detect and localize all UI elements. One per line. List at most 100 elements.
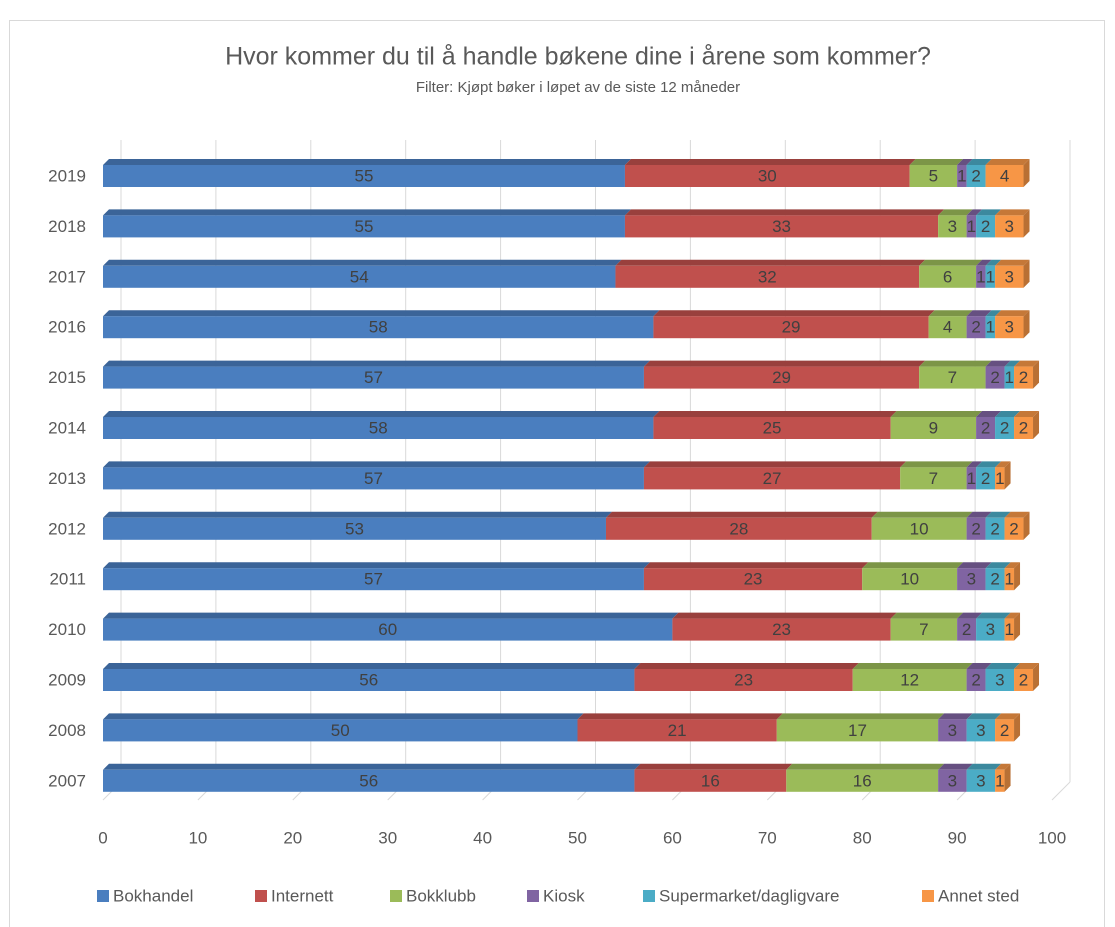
data-label: 1 [1005, 620, 1014, 639]
bar [890, 417, 977, 439]
y-tick-label: 2019 [48, 166, 86, 185]
data-label: 1 [957, 166, 966, 185]
data-label: 55 [355, 217, 374, 236]
data-label: 9 [929, 418, 938, 437]
data-label: 29 [782, 318, 801, 337]
data-label: 32 [758, 267, 777, 286]
bar [976, 215, 996, 238]
bar [909, 165, 958, 187]
data-label: 1 [967, 469, 976, 488]
y-tick-label: 2014 [48, 418, 86, 437]
bar-top [103, 259, 622, 266]
bar-top [976, 461, 1002, 468]
bar-side [1004, 461, 1011, 490]
data-label: 17 [848, 721, 867, 740]
legend-swatch [390, 890, 402, 902]
bar-top [966, 511, 992, 518]
bar-top [672, 612, 897, 619]
y-tick-label: 2015 [48, 368, 86, 387]
bar-top [995, 461, 1011, 468]
bar-top [919, 259, 983, 266]
data-label: 3 [976, 771, 985, 790]
bar [634, 669, 853, 691]
bar-top [1004, 511, 1030, 518]
y-tick-label: 2011 [49, 570, 86, 589]
data-label: 29 [772, 368, 791, 387]
bar-top [976, 411, 1002, 417]
y-tick-label: 2018 [48, 217, 86, 236]
data-label: 2 [981, 469, 990, 488]
data-label: 2 [990, 570, 999, 589]
bar [577, 719, 777, 742]
data-label: 50 [331, 721, 350, 740]
bar [966, 215, 977, 238]
bar-top [890, 411, 983, 417]
bar-top [985, 663, 1021, 669]
data-label: 3 [1005, 217, 1014, 236]
data-label: 27 [763, 469, 782, 488]
bar-top [890, 612, 964, 619]
bar [995, 316, 1024, 339]
legend-swatch [922, 890, 934, 902]
bar-top [966, 763, 1002, 770]
bar [103, 669, 635, 691]
bar-top [957, 159, 973, 165]
bar-top [1014, 411, 1040, 417]
bar [995, 417, 1015, 439]
grid-foot [1051, 781, 1071, 801]
data-label: 2 [990, 519, 999, 538]
data-label: 2 [962, 620, 971, 639]
data-label: 55 [355, 166, 374, 185]
data-label: 3 [967, 570, 976, 589]
bar [1014, 417, 1034, 439]
data-label: 57 [364, 469, 383, 488]
data-label: 1 [967, 217, 976, 236]
bar-top [995, 310, 1030, 317]
bar-top [1014, 663, 1040, 669]
bar [938, 769, 967, 792]
bar-top [615, 259, 926, 266]
bar-top [103, 209, 631, 216]
y-tick-label: 2007 [48, 771, 86, 790]
x-tick-label: 0 [98, 828, 107, 847]
x-tick-label: 70 [758, 828, 777, 847]
bar [928, 316, 967, 339]
data-label: 6 [943, 267, 952, 286]
bar-top [985, 360, 1011, 367]
bar-top [966, 209, 983, 216]
bar-top [919, 360, 992, 367]
y-tick-label: 2008 [48, 721, 86, 740]
bar-top [643, 562, 869, 569]
data-label: 54 [350, 267, 369, 286]
bar [605, 517, 872, 540]
data-label: 53 [345, 519, 364, 538]
bar-top [985, 511, 1011, 518]
y-tick-label: 2013 [48, 469, 86, 488]
bar [966, 467, 977, 490]
bar-top [909, 159, 964, 165]
bar [900, 467, 967, 490]
bar [966, 769, 996, 792]
data-label: 1 [986, 267, 995, 286]
bar [995, 467, 1005, 490]
bar-top [1014, 360, 1040, 367]
legend-label: Supermarket/dagligvare [659, 886, 839, 905]
bar-top [966, 663, 992, 669]
bar [103, 165, 625, 187]
data-label: 1 [1005, 570, 1014, 589]
y-tick-label: 2017 [48, 267, 86, 286]
bar-top [976, 259, 992, 266]
bar [985, 669, 1015, 691]
data-label: 7 [948, 368, 957, 387]
bar [995, 719, 1015, 742]
chart-subtitle: Filter: Kjøpt bøker i løpet av de siste … [416, 79, 740, 96]
data-label: 21 [668, 721, 687, 740]
data-label: 16 [701, 771, 720, 790]
data-label: 57 [364, 570, 383, 589]
bar [862, 568, 958, 591]
data-label: 23 [734, 670, 753, 689]
bar-top [957, 612, 983, 619]
data-label: 2 [1019, 418, 1028, 437]
data-label: 60 [378, 620, 397, 639]
data-label: 3 [976, 721, 985, 740]
